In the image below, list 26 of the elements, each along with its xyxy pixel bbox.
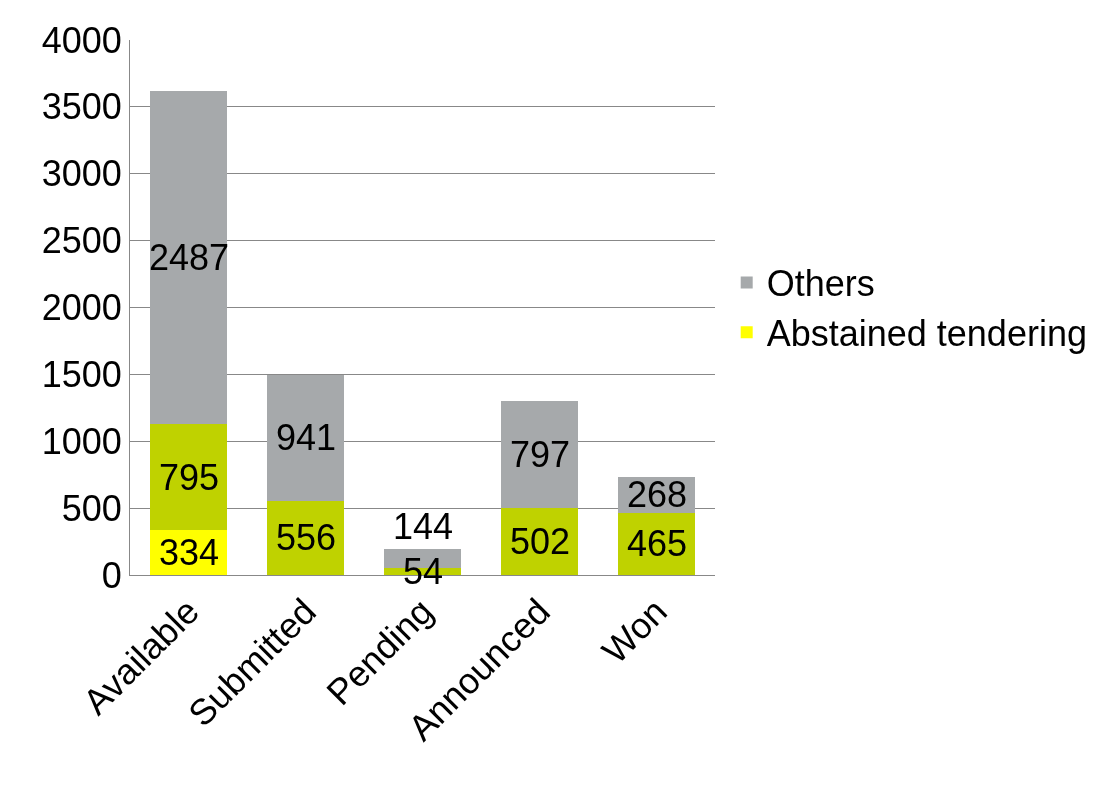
data-label: 941: [276, 417, 337, 458]
y-tick-label: 1000: [41, 420, 122, 462]
legend-label: Others: [766, 263, 875, 305]
bar: [501, 401, 578, 508]
y-tick-label: 2000: [41, 287, 122, 329]
data-label: 2487: [149, 237, 230, 278]
bar: [150, 424, 227, 531]
data-label: 795: [159, 457, 220, 498]
y-tick-label: 2500: [41, 220, 122, 262]
y-tick-label: 1500: [41, 353, 122, 395]
data-label: 502: [510, 521, 571, 562]
bar: [267, 374, 344, 501]
y-tick-label: 3500: [41, 86, 122, 128]
bar: [150, 91, 227, 424]
data-label: 556: [276, 517, 337, 558]
x-tick-label: Won: [594, 590, 675, 672]
y-tick-label: 500: [61, 487, 122, 529]
data-label: 144: [393, 506, 454, 547]
y-tick-label: 4000: [41, 19, 122, 61]
data-label: 268: [627, 474, 688, 515]
data-label: 334: [159, 532, 220, 573]
data-label: 465: [627, 523, 688, 564]
y-tick-label: 0: [101, 554, 122, 596]
y-tick-label: 3000: [41, 153, 122, 195]
data-label: 797: [510, 434, 571, 475]
legend-label: Abstained tendering: [766, 313, 1087, 355]
